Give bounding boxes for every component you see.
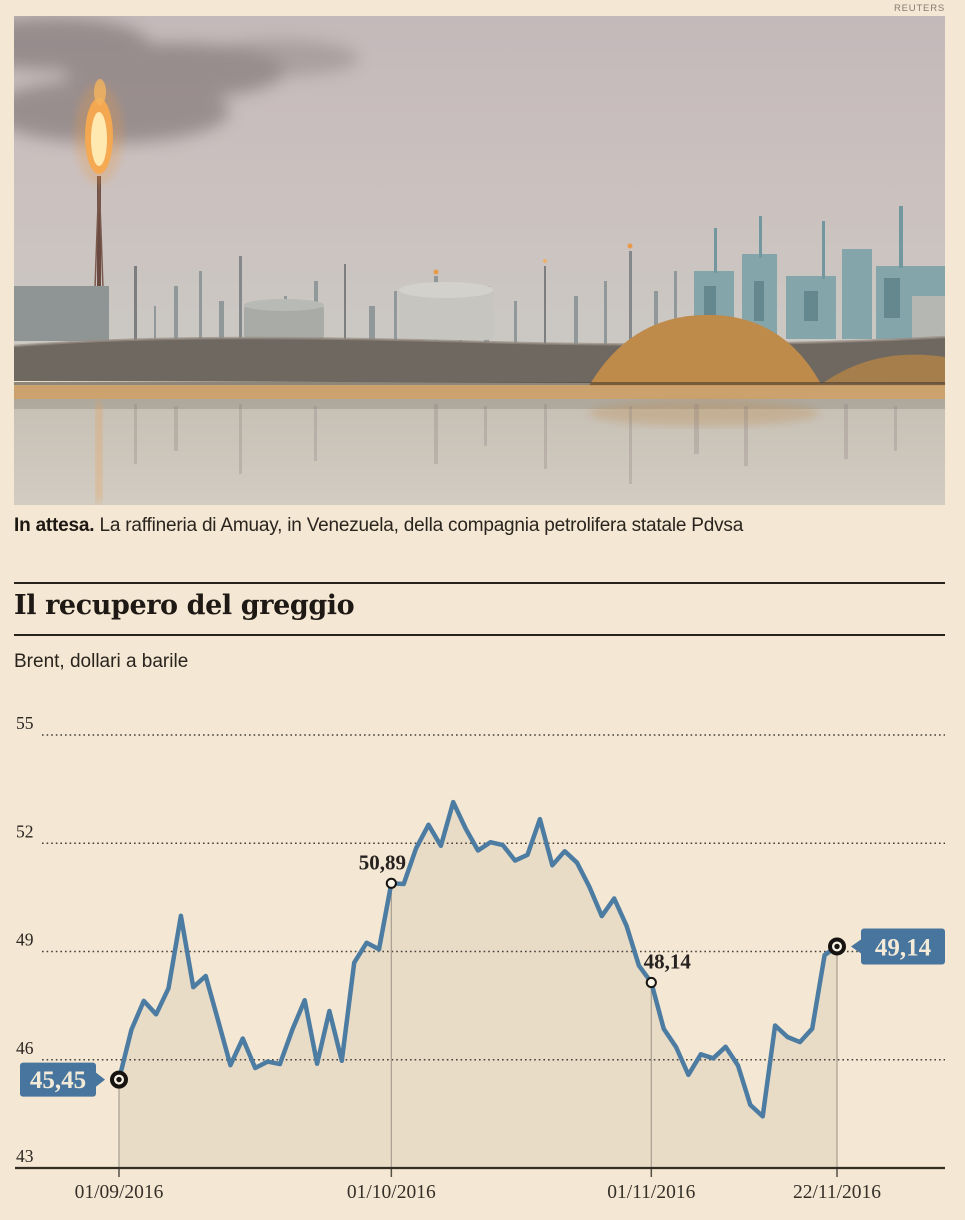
tower-reflections — [134, 404, 897, 484]
callout-arrow — [96, 1072, 105, 1087]
x-axis-label: 01/09/2016 — [75, 1182, 164, 1203]
value-callout — [861, 928, 945, 965]
data-point-marker — [645, 976, 657, 989]
callout-value: 45,45 — [30, 1067, 86, 1094]
callout-value: 49,14 — [875, 934, 932, 961]
divider-top — [14, 582, 945, 584]
y-axis-label: 46 — [16, 1038, 34, 1058]
endpoint-marker-dot — [116, 1076, 122, 1083]
x-axis-label: 01/11/2016 — [607, 1182, 695, 1203]
caption-lead: In attesa. — [14, 515, 95, 536]
caption-text: La raffineria di Amuay, in Venezuela, de… — [99, 515, 744, 536]
sand-mound — [589, 314, 822, 386]
brent-price-chart: 55 52 49 46 43 01/09/2016 01/10/2016 01/11/2016… — [15, 713, 945, 1203]
brent-line — [116, 799, 840, 1119]
y-axis-label: 52 — [16, 821, 34, 841]
shoreline — [14, 385, 945, 399]
data-point-marker — [385, 877, 397, 889]
y-axis-label: 49 — [16, 930, 34, 950]
y-axis-label: 55 — [16, 713, 34, 733]
flame-reflection — [96, 402, 102, 502]
area-fill — [119, 802, 837, 1168]
callout-arrow — [851, 939, 861, 954]
chart-title: Il recupero del greggio — [14, 590, 355, 621]
divider-bottom — [14, 634, 945, 636]
refinery-photo — [14, 16, 945, 505]
point-value-label: 48,14 — [644, 950, 692, 974]
chart-subtitle: Brent, dollari a barile — [14, 651, 189, 672]
photo-caption: In attesa. La raffineria di Amuay, in Ve… — [14, 513, 945, 539]
point-value-label: 50,89 — [359, 850, 406, 874]
smoke-plume — [14, 18, 359, 143]
x-axis-label: 01/10/2016 — [347, 1182, 436, 1203]
endpoint-marker-dot — [834, 943, 840, 950]
y-axis-label: 43 — [16, 1146, 34, 1166]
value-callout — [20, 1062, 96, 1097]
x-axis-label: 22/11/2016 — [793, 1182, 881, 1203]
storage-tanks — [14, 282, 945, 341]
photo-credit: REUTERS — [894, 3, 945, 14]
